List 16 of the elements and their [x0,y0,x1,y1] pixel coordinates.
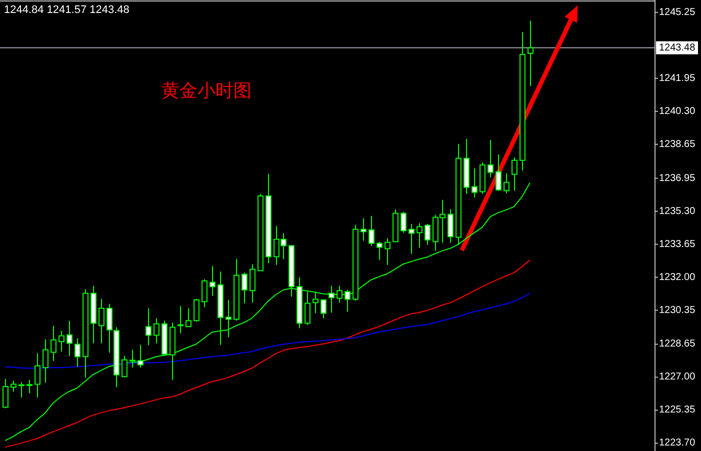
y-tick-label: 1225.35 [659,404,696,416]
y-tick-label: 1227.00 [659,372,696,383]
y-tick-label: 1223.70 [659,438,696,449]
y-tick-label: 1232.00 [659,272,696,283]
y-tick-label: 1238.65 [659,138,696,150]
y-tick-label: 1233.65 [659,238,696,250]
y-tick-label: 1245.25 [659,6,696,18]
y-tick-label: 1228.65 [659,338,696,350]
y-tick-label: 1241.95 [659,72,696,84]
y-tick-label: 1235.30 [659,206,696,217]
y-tick-label: 1236.95 [659,172,696,184]
text: 黄金小时图 [161,80,252,102]
y-tick-label: 1240.30 [659,106,696,117]
annotation: 1244.84 1241.57 1243.48 [4,4,130,16]
y-tick-label: 1230.35 [659,304,696,316]
ref-line-label: 1243.48 [659,42,696,54]
